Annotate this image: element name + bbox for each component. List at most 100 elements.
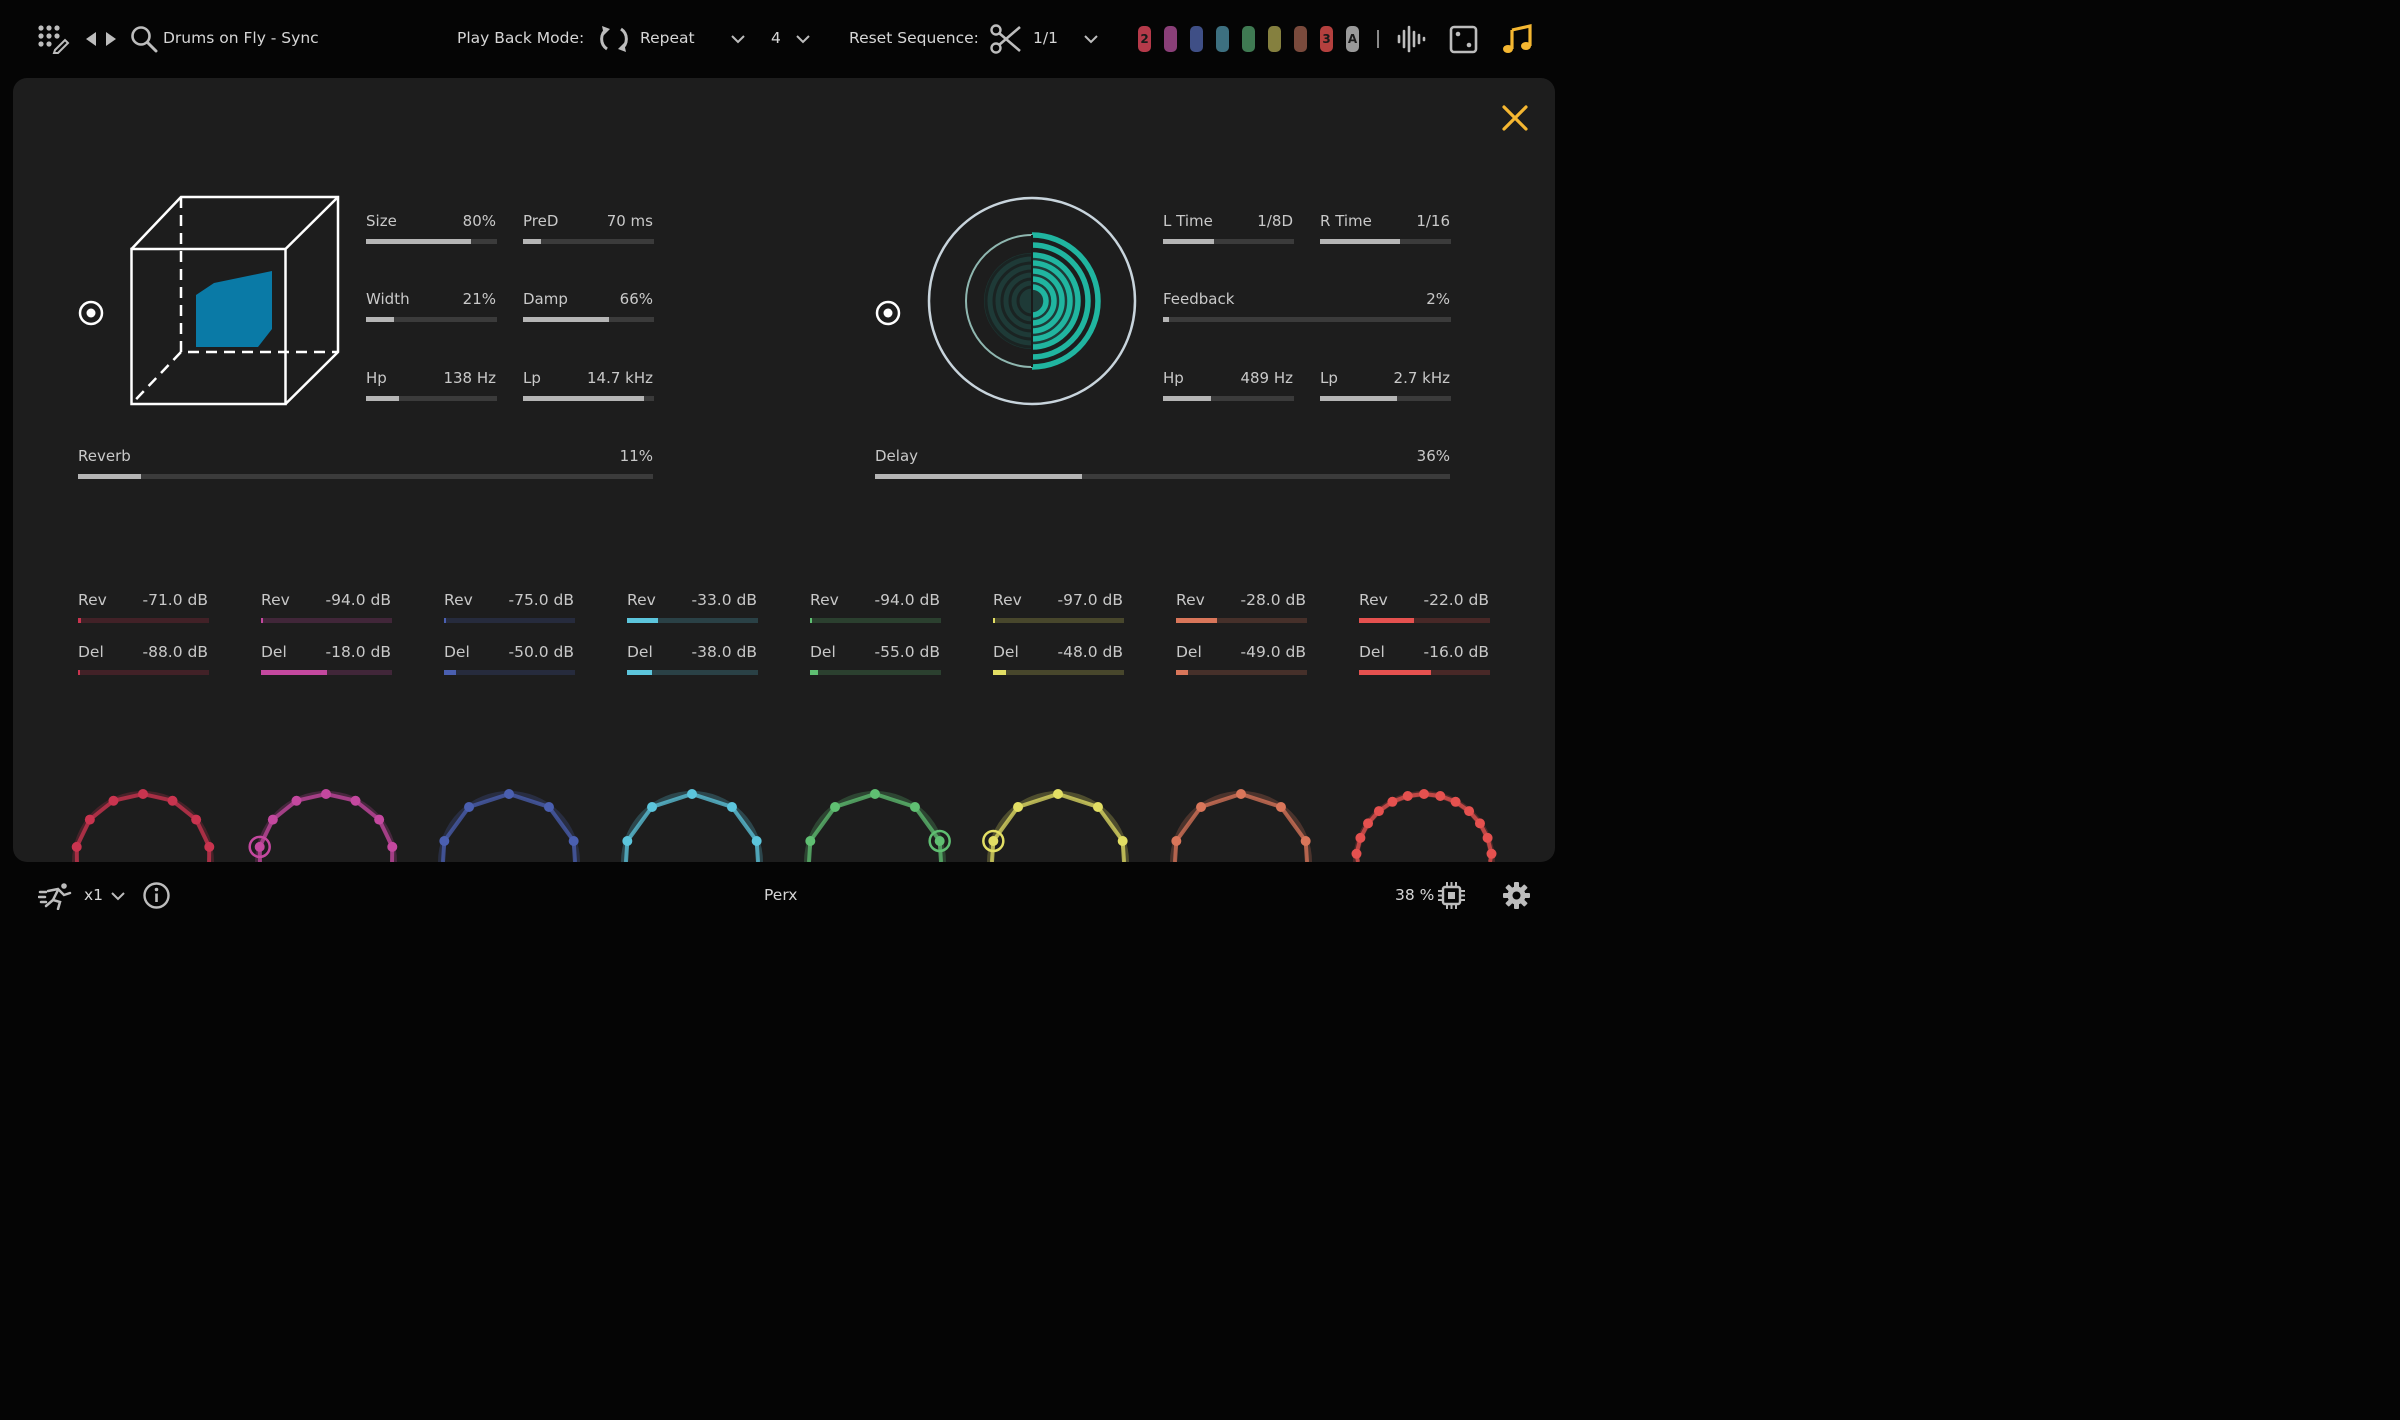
param-slider[interactable] — [523, 317, 654, 322]
slider-fill — [523, 317, 610, 322]
param-slider[interactable] — [1163, 396, 1294, 401]
reverb-send-slider[interactable] — [261, 618, 392, 623]
channel-pill[interactable] — [1294, 26, 1307, 52]
slider-fill — [627, 618, 659, 623]
info-icon[interactable] — [142, 881, 171, 910]
step-dot — [1236, 789, 1246, 799]
step-dot — [1373, 806, 1384, 817]
close-icon[interactable] — [1501, 104, 1529, 132]
arc-line — [624, 791, 760, 862]
param-slider[interactable] — [523, 239, 654, 244]
delay-ring-outline — [965, 234, 1033, 368]
music-note-icon[interactable] — [1502, 24, 1532, 54]
grid-menu-icon[interactable] — [36, 24, 70, 54]
arc-track — [72, 791, 214, 862]
step-dot — [805, 835, 816, 846]
dice-icon[interactable] — [1449, 25, 1478, 54]
reverb-send-label: Rev — [1359, 591, 1388, 609]
steps-value[interactable]: 4 — [771, 29, 781, 47]
reverb-enable-toggle[interactable] — [78, 300, 104, 326]
param-label: Lp — [523, 369, 541, 387]
delay-amount-slider[interactable] — [875, 474, 1450, 479]
slider-fill — [444, 618, 446, 623]
channel-pill[interactable] — [1268, 26, 1281, 52]
slider-fill — [875, 474, 1082, 479]
delay-send-slider[interactable] — [261, 670, 392, 675]
delay-send-slider[interactable] — [1359, 670, 1490, 675]
step-dot — [387, 841, 398, 852]
delay-send-label: Del — [993, 643, 1019, 661]
reverb-send-label: Rev — [78, 591, 107, 609]
param-value: 14.7 kHz — [586, 369, 653, 387]
delay-enable-toggle[interactable] — [875, 300, 901, 326]
channel-pill[interactable] — [1216, 26, 1229, 52]
param-slider[interactable] — [366, 396, 497, 401]
channel-pill[interactable]: 3 — [1320, 26, 1333, 52]
channel-arc-8 — [1351, 789, 1497, 862]
delay-send-slider[interactable] — [444, 670, 575, 675]
slider-fill — [261, 670, 327, 675]
reverb-send-value: -75.0 dB — [508, 591, 574, 609]
delay-send-slider[interactable] — [627, 670, 758, 675]
param-slider[interactable] — [1163, 239, 1294, 244]
slider-fill — [1163, 396, 1212, 401]
step-dot — [1171, 835, 1182, 846]
reverb-send-slider[interactable] — [993, 618, 1124, 623]
settings-gear-icon[interactable] — [1502, 881, 1531, 910]
delay-send-slider[interactable] — [78, 670, 209, 675]
slider-fill — [627, 670, 652, 675]
step-dot — [1450, 796, 1461, 807]
playback-mode-value[interactable]: Repeat — [640, 29, 695, 47]
playback-mode-label: Play Back Mode: — [457, 29, 585, 47]
reverb-send-slider[interactable] — [627, 618, 758, 623]
reverb-send-slider[interactable] — [444, 618, 575, 623]
chevron-down-icon[interactable] — [110, 891, 126, 901]
arc-line — [807, 791, 943, 862]
slider-fill — [366, 396, 399, 401]
step-dot — [464, 801, 475, 812]
reverb-send-slider[interactable] — [1359, 618, 1490, 623]
step-dot — [568, 835, 579, 846]
previous-preset-icon[interactable] — [84, 31, 98, 47]
channel-pill[interactable] — [1190, 26, 1203, 52]
param-slider[interactable] — [1163, 317, 1451, 322]
param-slider[interactable] — [523, 396, 654, 401]
param-label: L Time — [1163, 212, 1213, 230]
reverb-amount-slider[interactable] — [78, 474, 653, 479]
param-value: 489 Hz — [1240, 369, 1293, 387]
param-slider[interactable] — [366, 317, 497, 322]
param-slider[interactable] — [1320, 239, 1451, 244]
channel-arc-3 — [438, 789, 580, 862]
chevron-down-icon[interactable] — [1083, 34, 1099, 44]
delay-send-slider[interactable] — [993, 670, 1124, 675]
reset-sequence-label: Reset Sequence: — [849, 29, 979, 47]
waveform-icon[interactable] — [1395, 24, 1427, 54]
channel-pill[interactable]: A — [1346, 26, 1359, 52]
channel-pill[interactable] — [1164, 26, 1177, 52]
param-slider[interactable] — [366, 239, 497, 244]
step-dot — [1013, 801, 1024, 812]
chevron-down-icon[interactable] — [795, 34, 811, 44]
chevron-down-icon[interactable] — [730, 34, 746, 44]
speed-value[interactable]: x1 — [84, 886, 104, 904]
next-preset-icon[interactable] — [104, 31, 118, 47]
step-dot — [1053, 789, 1063, 799]
param-value: 2.7 kHz — [1393, 369, 1450, 387]
reverb-send-slider[interactable] — [78, 618, 209, 623]
preset-name[interactable]: Drums on Fly - Sync — [163, 29, 319, 47]
delay-send-slider[interactable] — [810, 670, 941, 675]
step-dot — [934, 835, 945, 846]
reset-sequence-value[interactable]: 1/1 — [1033, 29, 1058, 47]
param-slider[interactable] — [1320, 396, 1451, 401]
channel-sequence-arcs[interactable] — [13, 768, 1555, 862]
reverb-send-slider[interactable] — [1176, 618, 1307, 623]
reverb-send-slider[interactable] — [810, 618, 941, 623]
running-figure-icon[interactable] — [38, 882, 74, 910]
channel-pill[interactable] — [1242, 26, 1255, 52]
channel-pill[interactable]: 2 — [1138, 26, 1151, 52]
step-dot — [291, 795, 302, 806]
reverb-send-value: -28.0 dB — [1240, 591, 1306, 609]
search-icon[interactable] — [130, 25, 158, 53]
active-step-ring — [982, 829, 1005, 853]
delay-send-slider[interactable] — [1176, 670, 1307, 675]
